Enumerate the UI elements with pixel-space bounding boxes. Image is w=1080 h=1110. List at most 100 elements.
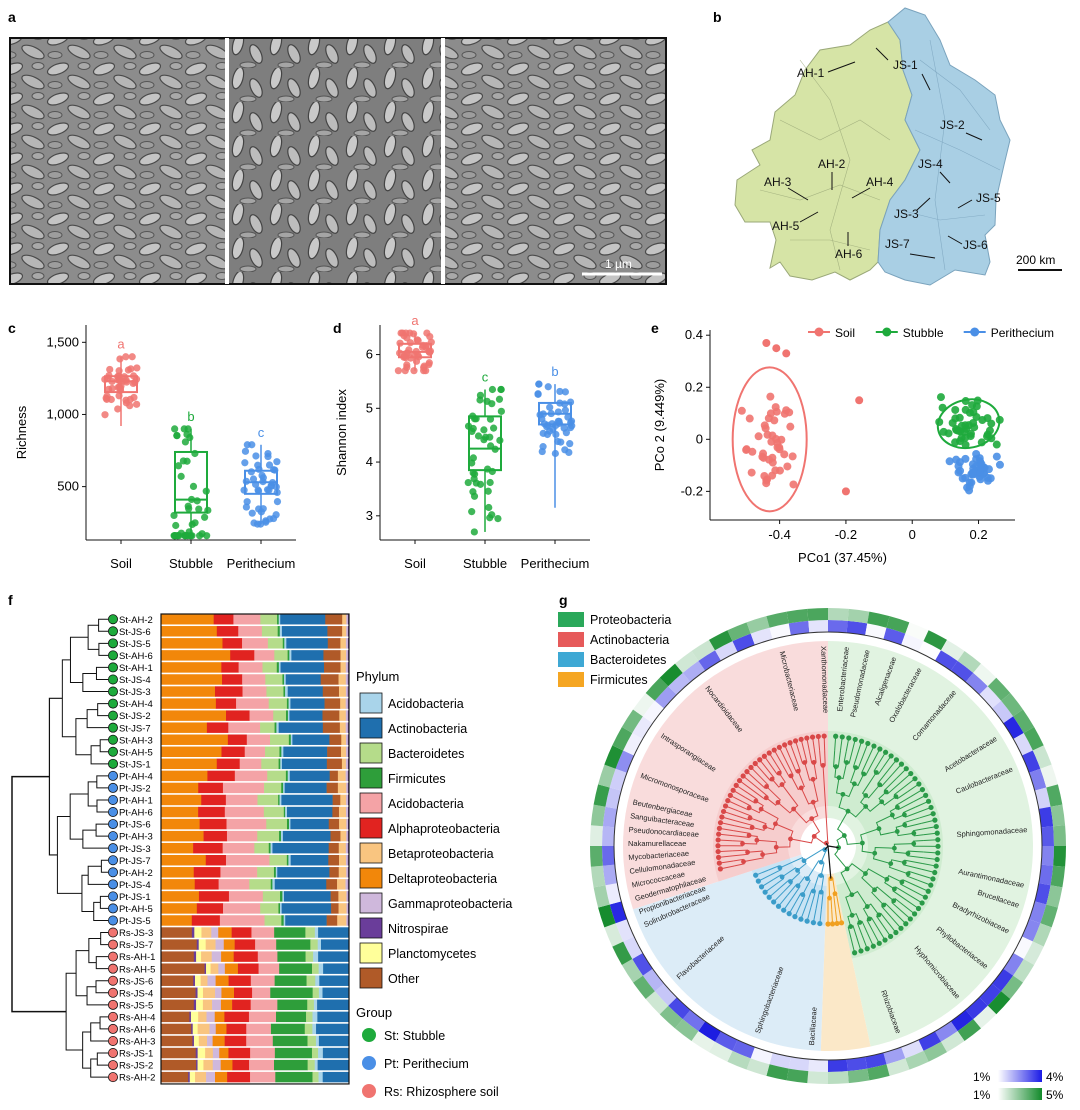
bar-segment — [284, 674, 287, 685]
panel-letter-b: b — [713, 9, 722, 25]
bar-segment — [274, 722, 277, 733]
bar-segment — [347, 722, 349, 733]
bar-segment — [347, 734, 349, 745]
legend-swatch — [359, 717, 383, 739]
bar-segment — [345, 842, 349, 854]
legend-swatch — [558, 632, 584, 647]
bar-segment — [347, 614, 349, 625]
tree-node — [725, 798, 731, 804]
sample-label: St-AH-6 — [119, 651, 153, 662]
bar-segment — [228, 722, 261, 733]
bar-segment — [258, 963, 280, 974]
dendrogram-branch — [95, 956, 108, 970]
bar-segment — [194, 975, 201, 986]
bar-segment — [250, 975, 275, 986]
bar-segment — [280, 830, 284, 842]
tree-node — [811, 760, 817, 765]
tree-node — [901, 860, 907, 865]
bar-segment — [280, 662, 325, 673]
abundance-ring-blue — [1013, 733, 1033, 756]
group-marker — [108, 614, 119, 625]
sample-label: Rs-AH-1 — [119, 952, 155, 963]
data-point — [253, 520, 262, 528]
bar-segment — [279, 794, 282, 806]
abundance-ring-blue — [1038, 806, 1054, 828]
abundance-ring-blue — [808, 620, 828, 633]
abundance-ring-blue — [1041, 846, 1054, 866]
tree-node — [777, 865, 783, 871]
tree-node — [935, 850, 941, 856]
significance-letter: a — [411, 313, 419, 328]
bar-segment — [191, 927, 195, 938]
bar-segment — [340, 650, 347, 661]
group-marker — [108, 770, 119, 781]
group-marker — [108, 999, 119, 1010]
y-tick-label: 0 — [696, 431, 703, 446]
bar-segment — [339, 722, 347, 733]
tree-node — [916, 781, 922, 787]
bar-segment — [193, 867, 221, 878]
dendrogram-branch — [100, 859, 108, 873]
sample-label: Rs-JS-4 — [119, 988, 153, 999]
significance-letter: c — [258, 425, 265, 440]
data-point — [259, 474, 267, 482]
bar-segment — [342, 626, 347, 637]
bar-segment — [219, 915, 265, 926]
abundance-ring-blue — [918, 641, 941, 661]
data-point — [486, 514, 494, 522]
data-point — [758, 452, 767, 461]
sample-label: St-JS-4 — [119, 675, 151, 686]
data-point — [771, 466, 780, 475]
bar-segment — [347, 782, 349, 794]
group-marker — [108, 638, 119, 649]
group-marker — [108, 951, 119, 962]
abundance-ring-blue — [991, 968, 1014, 992]
bar-segment — [317, 1059, 350, 1071]
tree-node — [757, 757, 763, 763]
legend-swatch — [359, 967, 383, 989]
bar-segment — [338, 903, 347, 914]
data-point — [172, 521, 180, 530]
abundance-ring-green — [598, 764, 616, 788]
data-point — [488, 400, 496, 408]
abundance-ring-green — [709, 1041, 733, 1062]
tree-node — [928, 882, 934, 888]
data-point — [554, 417, 562, 425]
group-legend-marker — [362, 1084, 376, 1098]
data-point — [184, 425, 192, 433]
abundance-ring-blue — [615, 919, 635, 942]
bar-segment — [347, 770, 349, 782]
data-point — [127, 365, 135, 373]
bar-segment — [278, 662, 281, 673]
y-tick-label: 500 — [57, 479, 79, 494]
sample-label: St-AH-3 — [119, 735, 153, 746]
bar-segment — [216, 626, 239, 637]
abundance-ring-blue — [605, 883, 622, 905]
bar-segment — [323, 650, 341, 661]
bar-segment — [282, 891, 285, 902]
sample-label: Rs-AH-3 — [119, 1037, 155, 1048]
group-marker — [108, 939, 119, 950]
sample-label: Rs-JS-1 — [119, 1049, 153, 1060]
data-point — [116, 355, 124, 363]
tree-node — [827, 895, 832, 901]
tree-branch — [825, 842, 829, 847]
tree-node — [753, 798, 759, 804]
abundance-ring-blue — [1021, 750, 1041, 773]
bar-segment — [161, 710, 227, 721]
data-point — [191, 449, 199, 458]
data-point — [189, 482, 198, 491]
bar-segment — [223, 939, 235, 950]
dendrogram-branch — [87, 865, 108, 885]
tree-node — [748, 764, 754, 771]
bar-segment — [283, 891, 331, 902]
tree-node — [801, 858, 807, 864]
abundance-ring-green — [746, 1058, 770, 1076]
data-point — [497, 407, 505, 415]
bar-segment — [276, 722, 279, 733]
tree-node — [787, 740, 793, 746]
tree-node — [740, 841, 745, 846]
bar-segment — [338, 855, 347, 866]
tree-node — [882, 937, 888, 943]
bar-segment — [250, 999, 278, 1011]
